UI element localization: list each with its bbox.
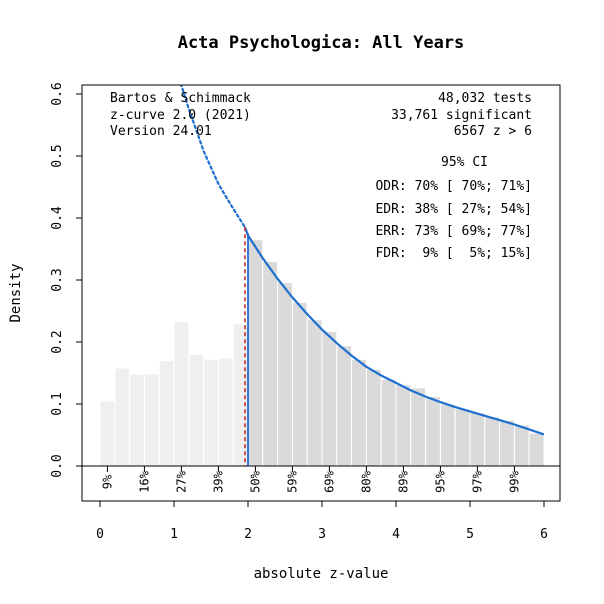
power-label: 69% <box>322 470 336 492</box>
histogram-bar <box>173 321 190 467</box>
histogram-bar <box>291 301 308 467</box>
zcurve-fit <box>180 85 545 436</box>
summary-line: 33,761 significant <box>391 108 532 123</box>
histogram-bar <box>277 281 293 467</box>
summary-annotation: 48,032 tests 33,761 significant 6567 z >… <box>375 91 532 261</box>
histogram-bar <box>217 357 234 467</box>
plot-frame <box>81 84 561 502</box>
ci-header: 95% CI <box>441 155 488 170</box>
summary-line: 6567 z > 6 <box>454 124 532 139</box>
y-tick-label: 0.1 <box>50 392 65 415</box>
histogram-bars <box>99 239 545 467</box>
y-tick-label: 0.3 <box>50 268 65 291</box>
power-label: 9% <box>100 474 114 489</box>
y-tick-label: 0.5 <box>50 144 65 167</box>
histogram-bar <box>143 373 160 467</box>
histogram-bar <box>425 396 441 467</box>
y-tick-label: 0.0 <box>50 454 65 477</box>
curve-fitted <box>243 226 545 436</box>
y-tick-label: 0.4 <box>50 206 65 230</box>
histogram-bar <box>484 416 501 467</box>
power-label: 95% <box>433 470 447 492</box>
power-label: 27% <box>174 470 188 492</box>
power-label: 97% <box>470 470 484 492</box>
histogram-bar <box>306 319 323 467</box>
power-label: 99% <box>507 470 521 492</box>
x-tick-label: 0 <box>96 527 104 542</box>
summary-line: 48,032 tests <box>438 91 532 106</box>
histogram-bar <box>203 358 219 467</box>
ci-row: FDR: 9% [ 5%; 15%] <box>375 246 532 261</box>
y-tick-label: 0.2 <box>50 330 65 353</box>
histogram-bar <box>395 384 412 467</box>
histogram-bar <box>499 419 515 467</box>
y-tick-label: 0.6 <box>50 82 65 105</box>
power-label: 80% <box>359 470 373 492</box>
x-tick-label: 2 <box>244 527 252 542</box>
curve-extrapolated <box>180 85 247 229</box>
histogram-bar <box>247 239 264 467</box>
histogram-bar <box>336 345 353 467</box>
x-tick-label: 6 <box>540 527 548 542</box>
histogram-bar <box>439 403 456 467</box>
y-axis-label: Density <box>8 263 24 322</box>
histogram-bar <box>365 368 382 467</box>
y-axis: 0.0 0.1 0.2 0.3 0.4 0.5 0.6 <box>50 82 82 478</box>
credit-line: Bartos & Schimmack <box>110 91 251 106</box>
x-tick-label: 3 <box>318 527 326 542</box>
histogram-bar <box>321 330 338 467</box>
power-label: 16% <box>137 470 151 492</box>
x-tick-label: 4 <box>392 527 400 542</box>
histogram-bar <box>188 353 205 467</box>
credit-line: z-curve 2.0 (2021) <box>110 108 251 123</box>
x-tick-label: 5 <box>466 527 474 542</box>
power-label: 39% <box>211 470 225 492</box>
power-labels: 9% 16% 27% 39% 50% 59% 69% 80% 89% 95% 97% 99% <box>100 466 521 493</box>
ci-row: ERR: 73% [ 69%; 77%] <box>375 224 532 239</box>
ci-row: EDR: 38% [ 27%; 54%] <box>375 202 532 217</box>
histogram-bar <box>114 367 131 467</box>
histogram-bar <box>454 408 471 467</box>
power-label: 50% <box>248 470 262 492</box>
credit-line: Version 24.01 <box>110 124 212 139</box>
credits-annotation: Bartos & Schimmack z-curve 2.0 (2021) Ve… <box>110 91 251 139</box>
histogram-bar <box>469 412 486 467</box>
chart-title: Acta Psychologica: All Years <box>178 33 465 53</box>
x-axis-label: absolute z-value <box>254 566 389 582</box>
histogram-bar <box>528 432 545 467</box>
histogram-bar <box>158 360 175 467</box>
histogram-bar <box>262 260 279 467</box>
ci-row: ODR: 70% [ 70%; 71%] <box>375 179 532 194</box>
histogram-bar <box>99 400 116 467</box>
x-axis: 0 1 2 3 4 5 6 <box>96 501 548 542</box>
power-label: 89% <box>396 470 410 492</box>
histogram-bar <box>351 358 367 467</box>
histogram-bar <box>410 387 427 467</box>
histogram-bar <box>129 373 145 467</box>
histogram-bar <box>513 424 530 467</box>
power-label: 59% <box>285 470 299 492</box>
x-tick-label: 1 <box>170 527 178 542</box>
histogram-bar <box>380 378 397 467</box>
threshold-lines <box>244 227 249 466</box>
